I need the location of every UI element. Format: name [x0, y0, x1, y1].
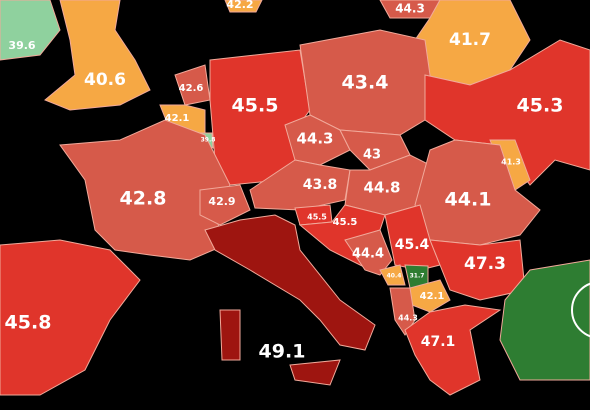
value-label: 40.4: [387, 273, 402, 280]
country: [344, 229, 393, 276]
value-label: 42.6: [179, 83, 204, 94]
value-label: 44.4: [352, 247, 384, 262]
value-label: 42.9: [208, 195, 235, 208]
value-label: 43: [363, 148, 381, 163]
turkey: [499, 259, 590, 381]
value-label: 42.1: [165, 113, 190, 124]
value-label: 44.3: [296, 130, 333, 148]
value-label: 39.6: [8, 39, 35, 52]
value-label: 31.7: [410, 273, 425, 280]
value-label: 42.8: [120, 188, 167, 210]
value-label: 41.7: [449, 30, 491, 50]
country: [404, 304, 502, 396]
value-label: 45.8: [5, 312, 52, 334]
value-label: 42.1: [420, 291, 445, 302]
labels: 39.6 40.6 42.2 44.3 41.7 42.6 45.5 43.4 …: [5, 0, 564, 363]
value-label: 43.4: [342, 72, 389, 94]
value-label: 44.8: [363, 179, 400, 197]
country: [424, 39, 590, 186]
value-label: 44.3: [398, 314, 418, 323]
value-label: 45.3: [517, 95, 564, 117]
marker-ring: [571, 282, 590, 338]
value-label: 42.2: [226, 0, 253, 11]
country: [429, 239, 526, 301]
country: [199, 184, 251, 226]
value-label: 44.3: [395, 2, 425, 16]
countries: [0, 0, 590, 396]
value-label: 39.8: [201, 137, 216, 144]
country: [204, 214, 376, 351]
country: [289, 359, 341, 386]
country: [379, 264, 406, 286]
country: [0, 239, 141, 396]
value-label: 45.4: [395, 237, 430, 253]
country: [0, 0, 61, 61]
value-label: 47.1: [421, 334, 456, 350]
value-label: 40.6: [84, 70, 126, 90]
value-label: 41.3: [501, 158, 521, 167]
value-label: 43.8: [303, 177, 338, 193]
value-label: 45.5: [307, 213, 327, 222]
value-label: 47.3: [464, 254, 506, 274]
value-label: 45.5: [232, 95, 279, 117]
value-label: 45.5: [333, 217, 358, 228]
value-label: 44.1: [445, 189, 492, 211]
country: [219, 309, 241, 361]
value-label: 49.1: [259, 341, 306, 363]
country: [44, 0, 151, 111]
country: [224, 0, 263, 13]
